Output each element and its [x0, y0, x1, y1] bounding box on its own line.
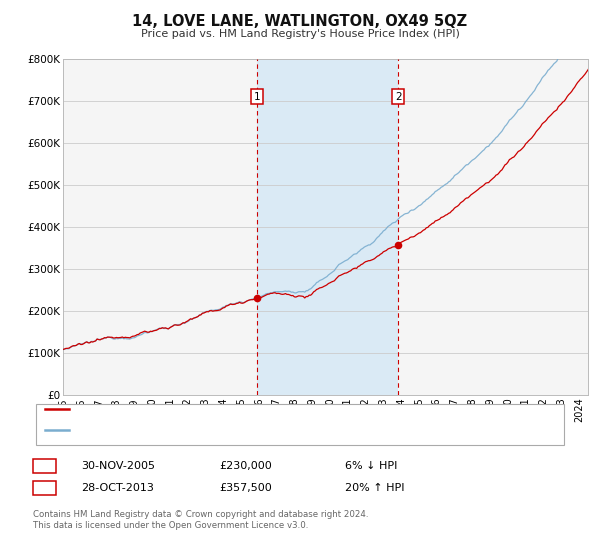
Text: 14, LOVE LANE, WATLINGTON, OX49 5QZ (semi-detached house): 14, LOVE LANE, WATLINGTON, OX49 5QZ (sem… [75, 404, 412, 414]
Text: This data is licensed under the Open Government Licence v3.0.: This data is licensed under the Open Gov… [33, 521, 308, 530]
Text: 2: 2 [41, 483, 48, 493]
Text: Price paid vs. HM Land Registry's House Price Index (HPI): Price paid vs. HM Land Registry's House … [140, 29, 460, 39]
Text: 20% ↑ HPI: 20% ↑ HPI [345, 483, 404, 493]
Text: Contains HM Land Registry data © Crown copyright and database right 2024.: Contains HM Land Registry data © Crown c… [33, 510, 368, 519]
Text: 1: 1 [41, 461, 48, 471]
Text: 1: 1 [254, 92, 260, 101]
Text: 14, LOVE LANE, WATLINGTON, OX49 5QZ: 14, LOVE LANE, WATLINGTON, OX49 5QZ [133, 14, 467, 29]
Text: £357,500: £357,500 [219, 483, 272, 493]
Bar [257, 59, 398, 395]
Text: 30-NOV-2005: 30-NOV-2005 [81, 461, 155, 471]
Text: 2: 2 [395, 92, 401, 101]
Text: £230,000: £230,000 [219, 461, 272, 471]
Text: 6% ↓ HPI: 6% ↓ HPI [345, 461, 397, 471]
Text: 28-OCT-2013: 28-OCT-2013 [81, 483, 154, 493]
Text: HPI: Average price, semi-detached house, South Oxfordshire: HPI: Average price, semi-detached house,… [75, 426, 391, 435]
